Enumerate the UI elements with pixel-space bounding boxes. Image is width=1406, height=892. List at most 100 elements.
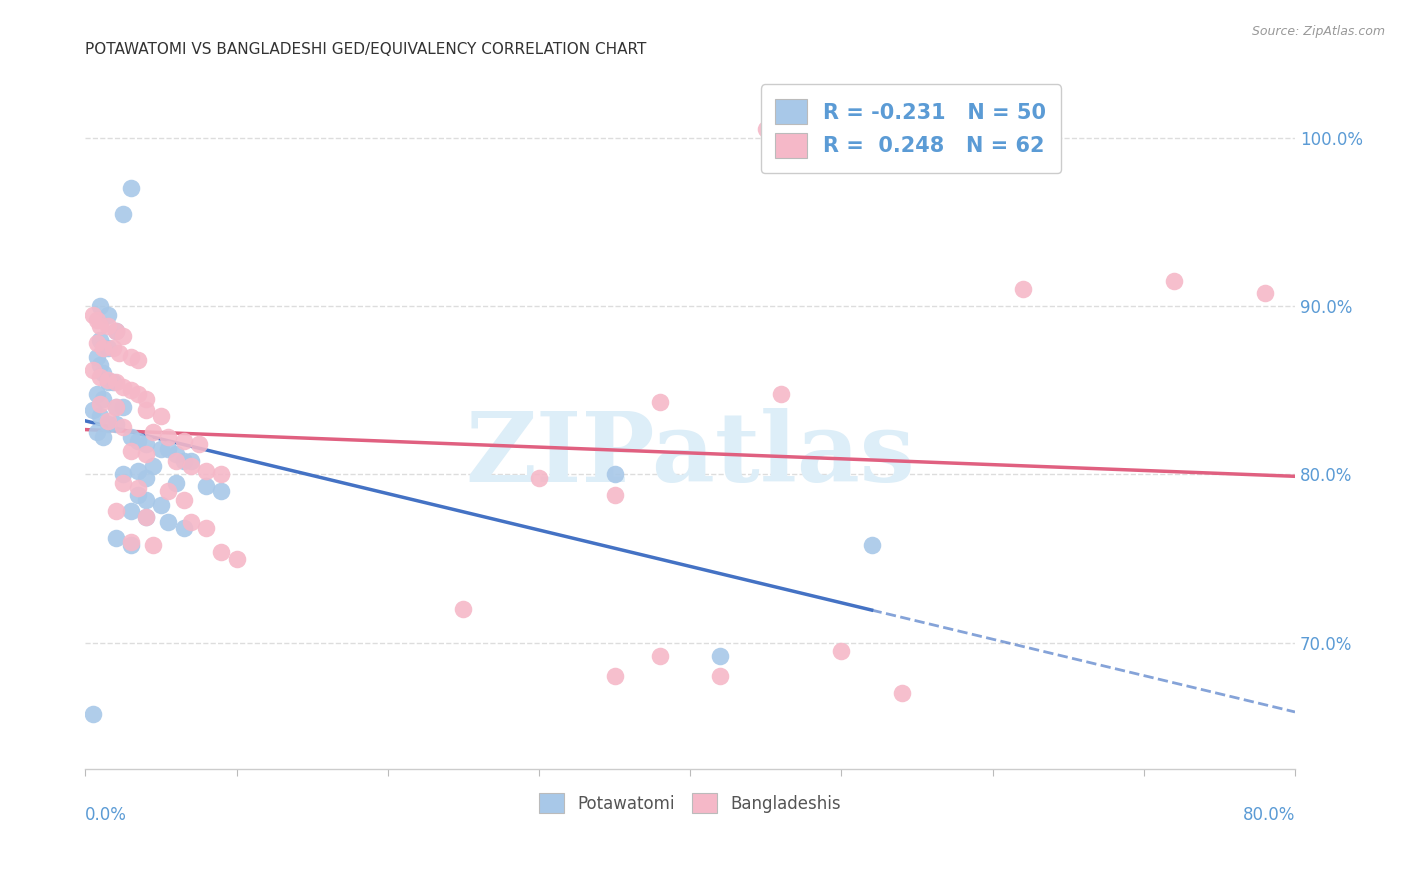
Point bbox=[1254, 285, 1277, 300]
Point bbox=[149, 409, 172, 423]
Point bbox=[89, 358, 111, 372]
Point bbox=[86, 336, 108, 351]
Point bbox=[769, 386, 792, 401]
Text: ZIPatlas: ZIPatlas bbox=[465, 408, 915, 501]
Point bbox=[127, 488, 149, 502]
Point bbox=[135, 447, 157, 461]
Point bbox=[149, 442, 172, 457]
Point bbox=[104, 504, 127, 518]
Point bbox=[120, 538, 142, 552]
Point bbox=[89, 319, 111, 334]
Point bbox=[112, 329, 135, 343]
Point bbox=[209, 484, 232, 499]
Point bbox=[180, 458, 202, 473]
Point bbox=[127, 386, 149, 401]
Point bbox=[135, 492, 157, 507]
Point bbox=[101, 375, 124, 389]
Point bbox=[112, 420, 135, 434]
Point bbox=[82, 308, 104, 322]
Point bbox=[120, 350, 142, 364]
Point bbox=[180, 515, 202, 529]
Point bbox=[112, 467, 135, 482]
Point bbox=[86, 386, 108, 401]
Point bbox=[860, 538, 883, 552]
Point bbox=[890, 686, 912, 700]
Point bbox=[97, 414, 120, 428]
Point bbox=[165, 475, 187, 490]
Point bbox=[135, 509, 157, 524]
Point bbox=[527, 471, 550, 485]
Point bbox=[135, 471, 157, 485]
Point bbox=[104, 532, 127, 546]
Point bbox=[149, 498, 172, 512]
Point bbox=[709, 649, 731, 664]
Point bbox=[89, 409, 111, 423]
Point bbox=[104, 400, 127, 414]
Point bbox=[86, 312, 108, 326]
Point bbox=[127, 464, 149, 478]
Point bbox=[97, 375, 120, 389]
Point bbox=[157, 515, 180, 529]
Point bbox=[173, 521, 195, 535]
Text: 0.0%: 0.0% bbox=[86, 806, 127, 824]
Point bbox=[648, 649, 671, 664]
Point bbox=[93, 341, 115, 355]
Point bbox=[82, 706, 104, 721]
Point bbox=[1011, 282, 1033, 296]
Point bbox=[112, 380, 135, 394]
Point bbox=[1163, 274, 1185, 288]
Point bbox=[97, 341, 120, 355]
Point bbox=[127, 434, 149, 448]
Point bbox=[104, 375, 127, 389]
Point bbox=[97, 319, 120, 334]
Point bbox=[603, 467, 626, 482]
Point bbox=[86, 425, 108, 440]
Point bbox=[142, 458, 165, 473]
Point bbox=[112, 475, 135, 490]
Legend: Potawatomi, Bangladeshis: Potawatomi, Bangladeshis bbox=[533, 787, 848, 820]
Point bbox=[453, 602, 475, 616]
Point bbox=[93, 430, 115, 444]
Point bbox=[112, 400, 135, 414]
Point bbox=[195, 521, 218, 535]
Point bbox=[195, 479, 218, 493]
Point bbox=[120, 384, 142, 398]
Point bbox=[157, 430, 180, 444]
Point bbox=[104, 417, 127, 431]
Point bbox=[107, 346, 129, 360]
Point bbox=[120, 181, 142, 195]
Point bbox=[104, 324, 127, 338]
Point bbox=[89, 299, 111, 313]
Point bbox=[104, 400, 127, 414]
Point bbox=[648, 395, 671, 409]
Point bbox=[120, 534, 142, 549]
Point bbox=[135, 509, 157, 524]
Point bbox=[142, 538, 165, 552]
Point bbox=[142, 425, 165, 440]
Point bbox=[173, 492, 195, 507]
Point bbox=[195, 464, 218, 478]
Point bbox=[89, 369, 111, 384]
Point bbox=[755, 122, 778, 136]
Point bbox=[157, 442, 180, 457]
Point bbox=[120, 504, 142, 518]
Point bbox=[89, 333, 111, 347]
Point bbox=[127, 481, 149, 495]
Point bbox=[603, 669, 626, 683]
Point bbox=[112, 206, 135, 220]
Point bbox=[173, 434, 195, 448]
Point bbox=[120, 430, 142, 444]
Point bbox=[135, 437, 157, 451]
Point bbox=[82, 403, 104, 417]
Text: Source: ZipAtlas.com: Source: ZipAtlas.com bbox=[1251, 25, 1385, 38]
Point bbox=[225, 551, 247, 566]
Point bbox=[82, 363, 104, 377]
Point bbox=[209, 545, 232, 559]
Point bbox=[187, 437, 209, 451]
Point bbox=[165, 454, 187, 468]
Point bbox=[709, 669, 731, 683]
Point bbox=[104, 324, 127, 338]
Text: POTAWATOMI VS BANGLADESHI GED/EQUIVALENCY CORRELATION CHART: POTAWATOMI VS BANGLADESHI GED/EQUIVALENC… bbox=[86, 42, 647, 57]
Point bbox=[93, 392, 115, 406]
Point bbox=[97, 308, 120, 322]
